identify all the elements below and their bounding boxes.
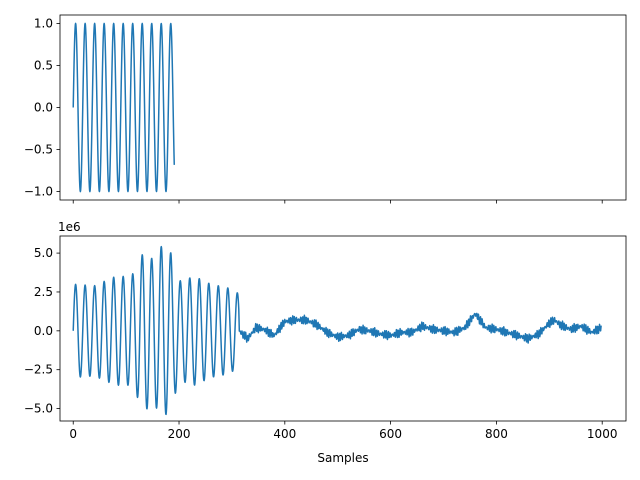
series-line-2 [72,245,602,416]
y-tick-label: −0.5 [24,143,53,157]
x-tick-label: 200 [168,427,191,441]
y-tick-label: 1.0 [34,16,53,30]
series-line-1 [72,22,176,193]
y-tick-label: 0.5 [34,58,53,72]
x-tick-label: 0 [69,427,77,441]
axes-frame [59,235,627,422]
y-tick-label: −5.0 [24,402,53,416]
y-tick-label: 0.0 [34,101,53,115]
x-tick-label: 800 [485,427,508,441]
y-tick-label: 5.0 [34,246,53,260]
y-offset-label: 1e6 [58,220,81,234]
x-axis-label: Samples [317,451,368,465]
top-subplot: −1.0 −0.5 0.0 0.5 1.0 [24,14,627,204]
y-tick-label: 0.0 [34,324,53,338]
y-tick-label: 2.5 [34,285,53,299]
x-tick-label: 400 [273,427,296,441]
x-tick-label: 1000 [587,427,618,441]
y-tick-label: −1.0 [24,185,53,199]
y-tick-label: −2.5 [24,363,53,377]
x-tick-label: 600 [379,427,402,441]
bottom-subplot: 0 200 400 600 800 1000 −5.0 −2.5 0.0 2.5 5.0 1e6 Sam… [24,220,627,465]
